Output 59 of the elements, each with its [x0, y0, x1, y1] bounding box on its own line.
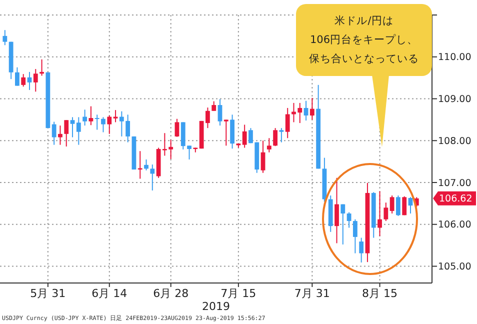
- candlestick: [408, 196, 413, 214]
- candlestick: [285, 107, 290, 139]
- x-tick-label: 8月 15: [362, 287, 398, 300]
- candlestick: [390, 194, 394, 214]
- candlestick: [82, 109, 87, 126]
- candlestick: [107, 115, 112, 134]
- candlestick: [33, 68, 38, 92]
- y-tick-label: 108.00: [438, 136, 472, 147]
- candlestick: [58, 125, 62, 146]
- candlestick: [212, 100, 216, 112]
- candlestick: [346, 212, 352, 228]
- candlestick: [402, 196, 407, 216]
- candlestick: [304, 100, 308, 122]
- y-tick-label: 109.00: [438, 94, 472, 106]
- text: 106.62: [439, 194, 472, 205]
- candlestick: [88, 106, 94, 126]
- candlestick: [396, 194, 400, 216]
- y-tick-label: 105.00: [438, 262, 472, 273]
- y-tick-label: 107.00: [438, 178, 472, 189]
- candlestick: [15, 66, 20, 86]
- x-tick-label: 6月 14: [92, 287, 128, 300]
- candlestick: [101, 116, 106, 133]
- x-tick-label: 7月 31: [294, 287, 330, 300]
- candlestick: [27, 71, 32, 90]
- candlestick: [384, 202, 388, 222]
- candlestick: [279, 128, 284, 143]
- candlestick: [70, 116, 75, 138]
- candlestick: [52, 121, 56, 146]
- candlestick: [174, 118, 180, 138]
- candlestick: [2, 30, 8, 46]
- candlestick: [230, 114, 234, 150]
- candlestick: [260, 140, 266, 174]
- candlestick: [94, 114, 100, 130]
- x-tick-label: 7月 15: [220, 287, 256, 300]
- candlestick: [150, 164, 155, 191]
- y-tick-label: 110.00: [438, 52, 472, 64]
- candlestick: [310, 97, 314, 120]
- x-tick-label: 5月 31: [30, 287, 66, 300]
- annotation: 米ドル/円は: [334, 14, 394, 27]
- candlestick: [21, 74, 26, 88]
- y-tick-label: 106.00: [438, 220, 472, 231]
- x-tick-label: 6月 28: [153, 287, 189, 300]
- candlestick: [64, 120, 69, 147]
- candlestick: [76, 116, 81, 146]
- candlestick: [144, 158, 148, 171]
- candlestick: [242, 124, 247, 148]
- annotation: 保ち合いとなっている: [309, 52, 419, 65]
- candlestick: [224, 119, 228, 146]
- candlestick: [378, 190, 382, 237]
- candlestick: [334, 177, 339, 244]
- candlestick: [340, 204, 346, 245]
- candlestick: [218, 98, 222, 126]
- candlestick: [352, 218, 358, 254]
- candlestick: [359, 237, 364, 263]
- annotation: 106円台をキープし、: [310, 33, 418, 46]
- candlestick: [40, 58, 44, 76]
- x-axis-title: 2019: [202, 300, 230, 313]
- candlestick: [273, 128, 278, 147]
- candlestick: [266, 138, 272, 153]
